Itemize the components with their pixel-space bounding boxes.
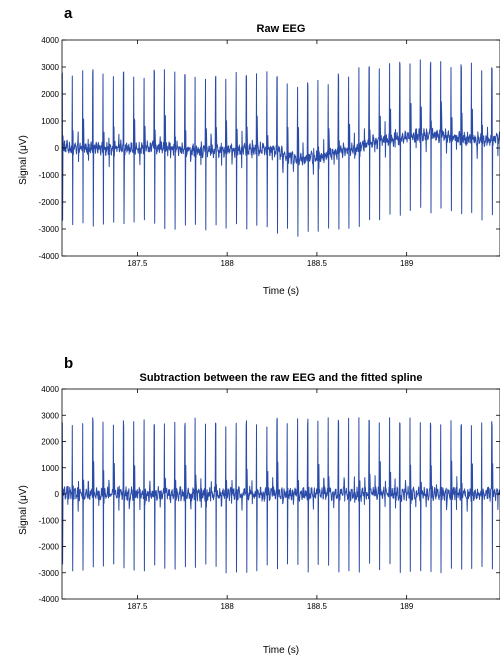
x-tick-label: 189 — [400, 259, 414, 268]
y-tick-label: 3000 — [41, 63, 59, 72]
eeg-trace-line — [61, 417, 500, 574]
panel-b-plot-area: -4000 -3000 -2000 -1000 0 1000 2000 3000 4000 187… — [39, 385, 500, 611]
y-tick-label: -3000 — [39, 569, 60, 578]
y-tick-label: 0 — [55, 490, 60, 499]
y-tick-label: -3000 — [39, 225, 60, 234]
y-tick-label: 4000 — [41, 36, 59, 45]
x-tick-label: 189 — [400, 602, 414, 611]
y-tick-label: -1000 — [39, 171, 60, 180]
x-tick-label: 188 — [220, 602, 234, 611]
panel-b-ylabel: Signal (μV) — [18, 485, 29, 535]
y-tick-label: -2000 — [39, 198, 60, 207]
y-tick-label: -4000 — [39, 252, 60, 261]
eeg-trace-line — [61, 59, 500, 237]
panel-b-letter: b — [64, 355, 73, 372]
y-tick-label: -2000 — [39, 543, 60, 552]
x-tick-label: 188 — [220, 259, 234, 268]
y-tick-label: 3000 — [41, 411, 59, 420]
y-tick-label: 1000 — [41, 117, 59, 126]
panel-b-title: Subtraction between the raw EEG and the … — [140, 372, 423, 384]
panel-a-ylabel: Signal (μV) — [18, 135, 29, 185]
y-tick-label: -4000 — [39, 595, 60, 604]
panel-b-xlabel: Time (s) — [263, 645, 299, 656]
panel-a-plot-area: -4000 -3000 -2000 -1000 0 1000 2000 3000 4000 187… — [39, 36, 500, 268]
panel-a: a Raw EEG Signal (μV) Time (s) -4000 -300… — [18, 5, 500, 297]
x-tick-label: 187.5 — [127, 259, 148, 268]
x-tick-label: 188.5 — [307, 259, 328, 268]
y-tick-label: 0 — [55, 144, 60, 153]
x-tick-label: 187.5 — [127, 602, 148, 611]
panel-b: b Subtraction between the raw EEG and th… — [18, 355, 500, 656]
y-tick-label: -1000 — [39, 516, 60, 525]
y-tick-label: 1000 — [41, 464, 59, 473]
y-tick-label: 4000 — [41, 385, 59, 394]
panel-a-letter: a — [64, 5, 73, 22]
panel-a-title: Raw EEG — [257, 23, 306, 35]
x-tick-label: 188.5 — [307, 602, 328, 611]
y-tick-label: 2000 — [41, 438, 59, 447]
panel-a-xlabel: Time (s) — [263, 286, 299, 297]
y-tick-label: 2000 — [41, 90, 59, 99]
